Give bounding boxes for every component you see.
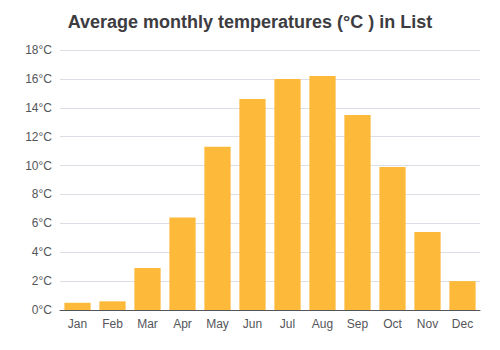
svg-text:12°C: 12°C bbox=[25, 130, 52, 144]
svg-text:Jul: Jul bbox=[280, 317, 295, 331]
svg-text:8°C: 8°C bbox=[32, 187, 52, 201]
svg-text:Jun: Jun bbox=[243, 317, 262, 331]
svg-text:Dec: Dec bbox=[452, 317, 473, 331]
svg-text:2°C: 2°C bbox=[32, 274, 52, 288]
svg-text:16°C: 16°C bbox=[25, 72, 52, 86]
svg-text:Feb: Feb bbox=[102, 317, 123, 331]
svg-text:6°C: 6°C bbox=[32, 216, 52, 230]
svg-text:4°C: 4°C bbox=[32, 245, 52, 259]
svg-text:Mar: Mar bbox=[137, 317, 158, 331]
svg-text:Average monthly temperatures (: Average monthly temperatures (°C ) in Li… bbox=[68, 12, 433, 32]
svg-text:18°C: 18°C bbox=[25, 43, 52, 57]
svg-text:14°C: 14°C bbox=[25, 101, 52, 115]
svg-text:Nov: Nov bbox=[417, 317, 438, 331]
svg-text:Aug: Aug bbox=[312, 317, 333, 331]
svg-text:May: May bbox=[206, 317, 229, 331]
svg-text:Jan: Jan bbox=[68, 317, 87, 331]
svg-text:Oct: Oct bbox=[383, 317, 402, 331]
svg-text:Apr: Apr bbox=[173, 317, 192, 331]
svg-text:0°C: 0°C bbox=[32, 303, 52, 317]
svg-text:10°C: 10°C bbox=[25, 159, 52, 173]
svg-text:Sep: Sep bbox=[347, 317, 369, 331]
